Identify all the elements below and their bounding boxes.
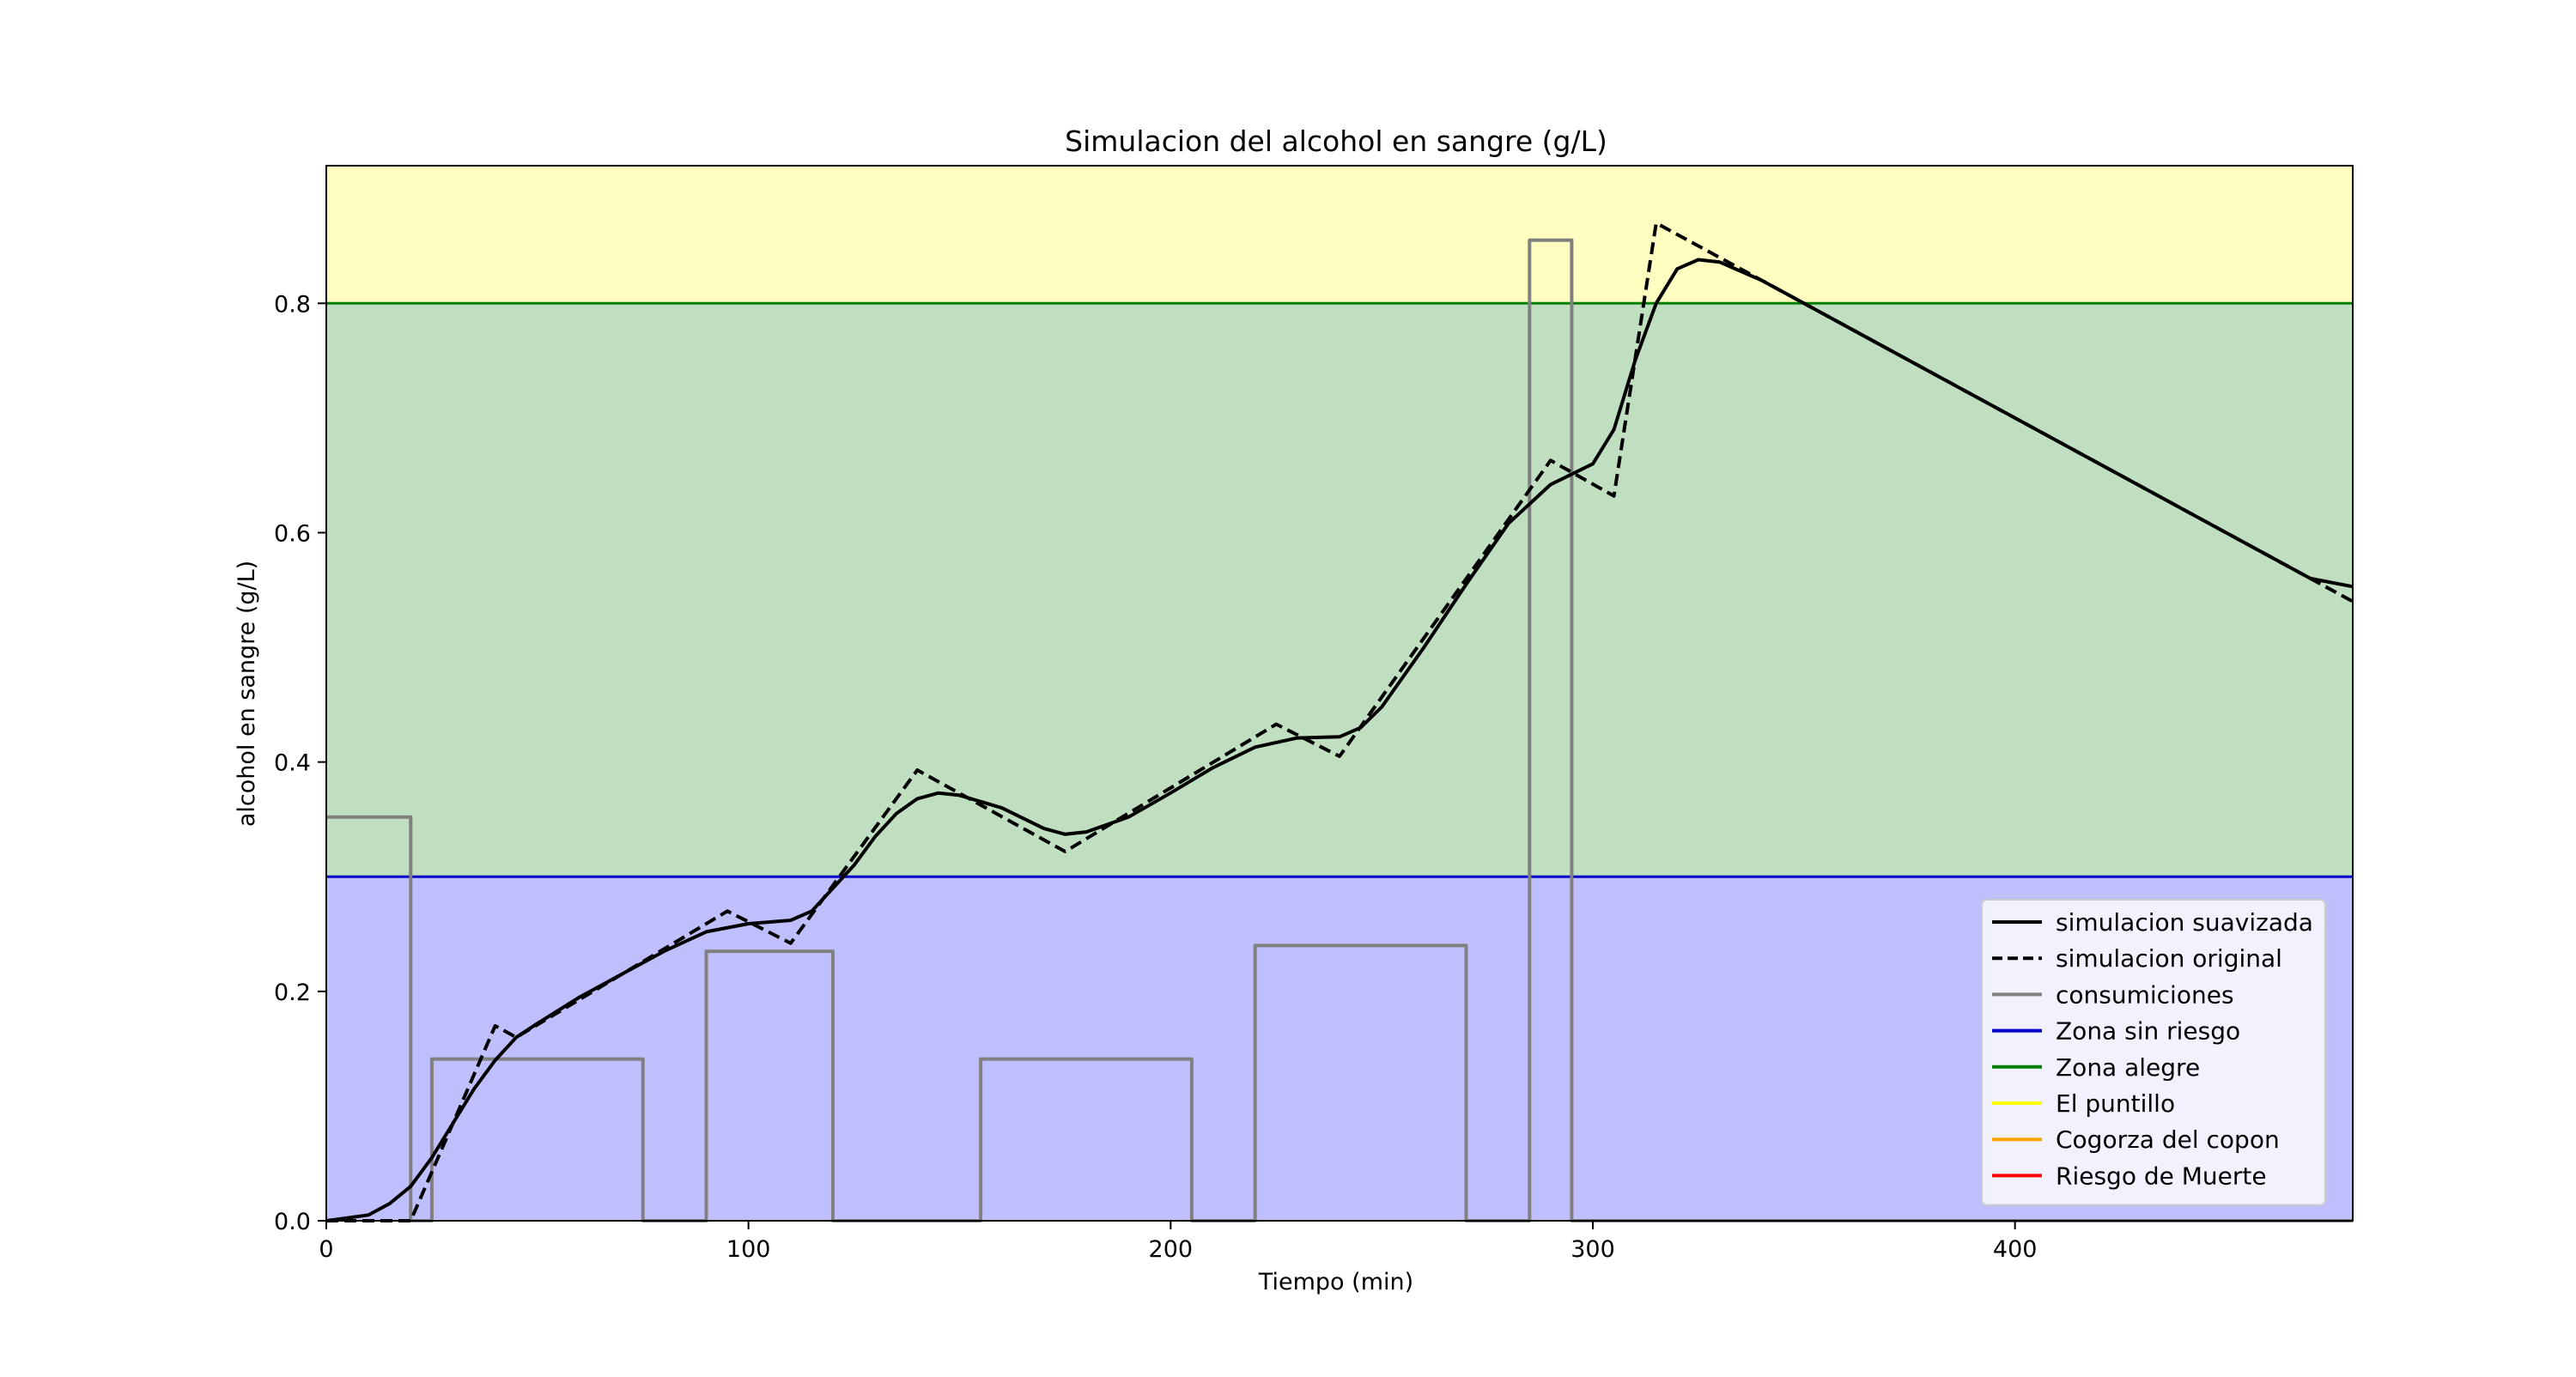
series-lines	[325, 221, 2354, 1222]
legend-label-3: Zona sin riesgo	[2056, 1017, 2240, 1046]
y-axis-title: alcohol en sangre (g/L)	[234, 561, 260, 827]
x-axis-ticks: 0 100 200 300 400	[319, 1221, 2037, 1263]
plot-frame	[325, 165, 2354, 1222]
y-tick-label-3: 0.6	[274, 520, 311, 547]
chart-title: Simulacion del alcohol en sangre (g/L)	[1065, 124, 1607, 158]
legend-label-0: simulacion suavizada	[2056, 908, 2313, 937]
legend-label-1: simulacion original	[2056, 944, 2282, 973]
series-line-2	[326, 238, 2353, 1222]
x-tick-label-3: 300	[1571, 1236, 1615, 1263]
legend-label-7: Riesgo de Muerte	[2056, 1162, 2267, 1190]
legend-label-2: consumiciones	[2056, 980, 2234, 1009]
legend: simulacion suavizada simulacion original c…	[1981, 899, 2326, 1206]
zone-band-1	[326, 303, 2353, 877]
legend-label-5: El puntillo	[2056, 1089, 2175, 1118]
series-line-0	[325, 258, 2354, 1222]
series-line-1	[326, 221, 2354, 1222]
y-axis-ticks: 0.0 0.2 0.4 0.6 0.8	[274, 291, 326, 1235]
x-tick-label-1: 100	[726, 1236, 771, 1263]
x-tick-label-4: 400	[1993, 1236, 2038, 1263]
legend-label-4: Zona alegre	[2056, 1053, 2200, 1082]
y-tick-label-2: 0.4	[274, 750, 311, 777]
x-tick-label-0: 0	[319, 1236, 333, 1263]
y-tick-label-4: 0.8	[274, 291, 311, 318]
x-axis-title: Tiempo (min)	[1258, 1269, 1413, 1295]
zone-band-2	[326, 166, 2353, 304]
y-tick-label-0: 0.0	[274, 1209, 311, 1235]
x-tick-label-2: 200	[1149, 1236, 1194, 1263]
legend-box	[1981, 899, 2326, 1206]
y-tick-label-1: 0.2	[274, 980, 311, 1006]
zone-threshold-lines	[326, 301, 2353, 878]
legend-label-6: Cogorza del copon	[2056, 1125, 2280, 1154]
